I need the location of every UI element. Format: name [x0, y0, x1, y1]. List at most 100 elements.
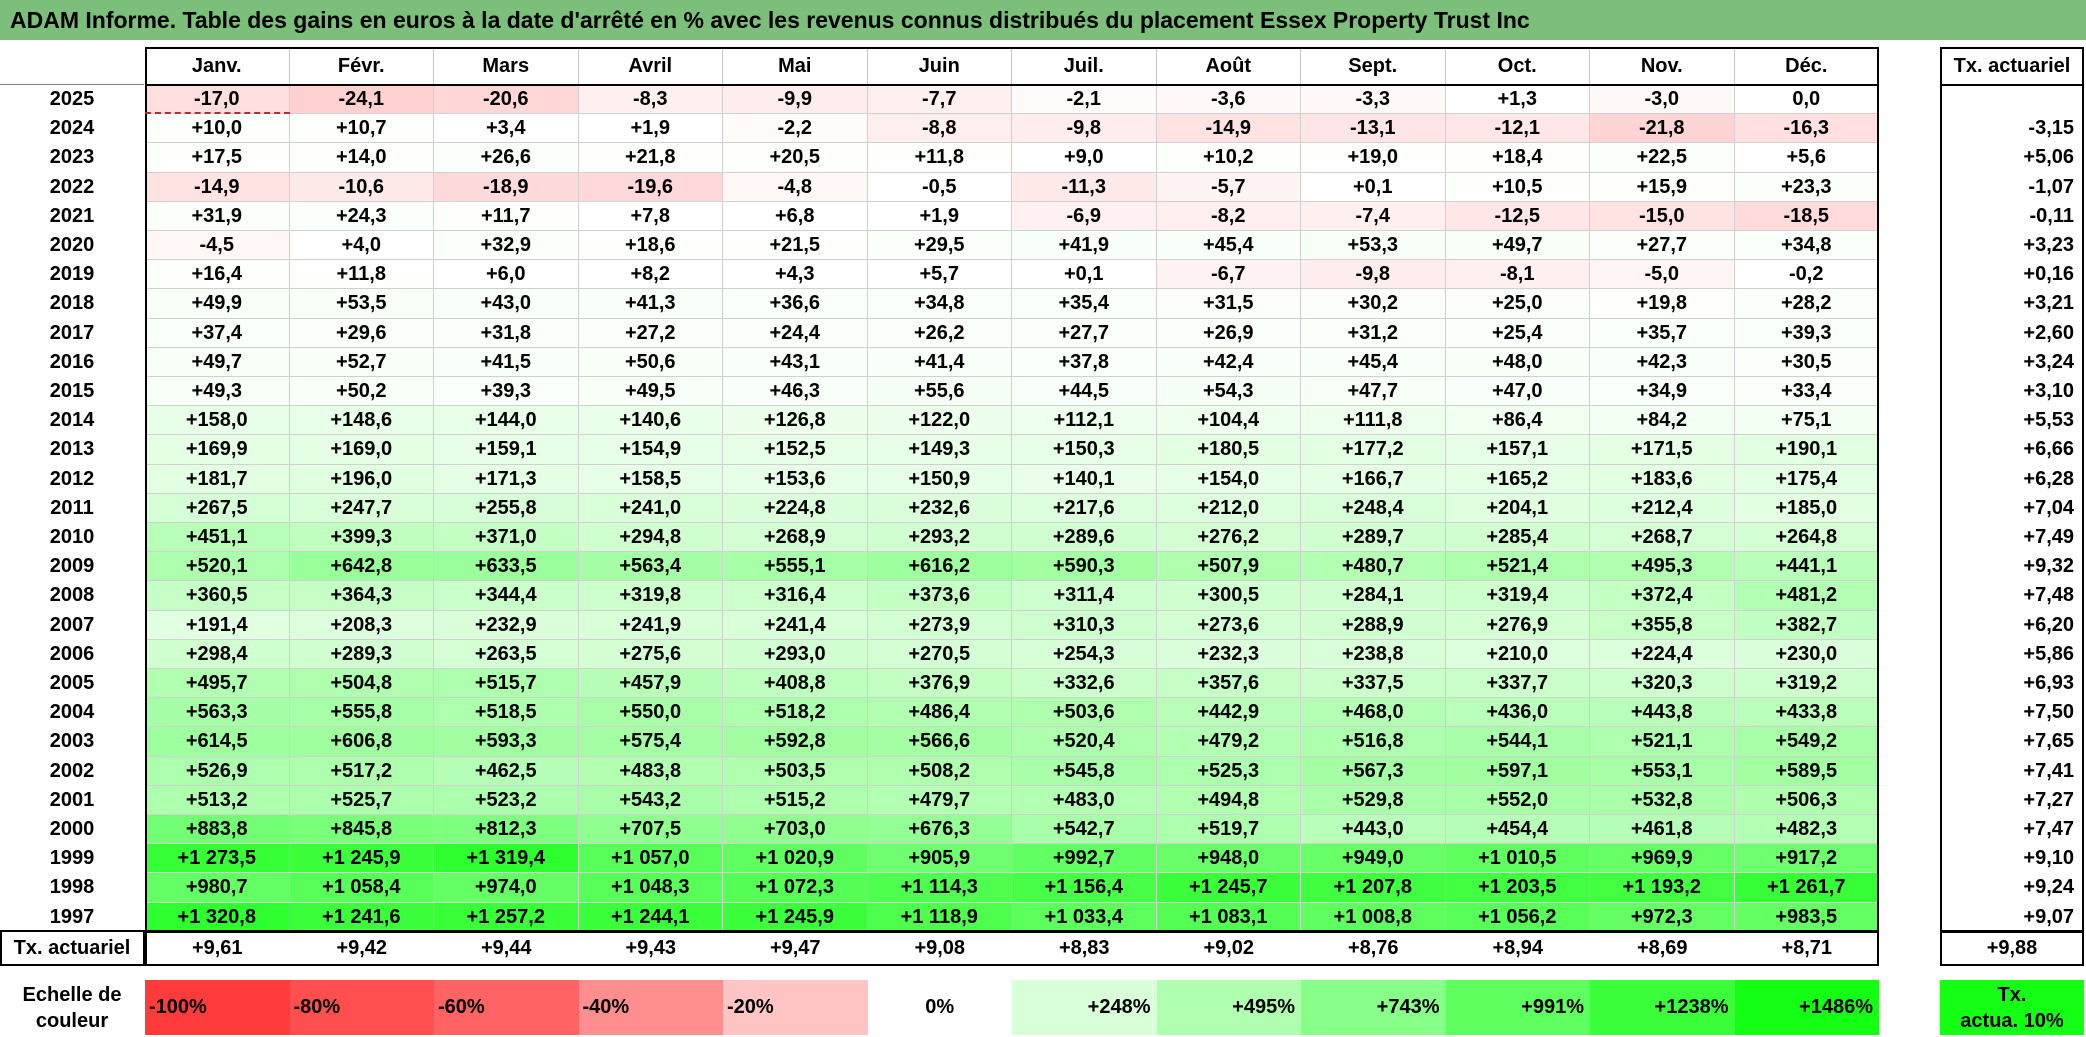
table-cell: +53,5 — [289, 289, 434, 319]
row-year: 1998 — [49, 876, 95, 899]
table-cell: +18,6 — [578, 231, 723, 261]
table-cell: +5,7 — [867, 260, 1012, 290]
table-cell: +35,7 — [1590, 318, 1735, 348]
table-cell: +45,4 — [1156, 231, 1301, 261]
table-cell: +1 114,3 — [867, 873, 1012, 903]
table-cell: +86,4 — [1445, 406, 1590, 436]
table-cell: -3,3 — [1301, 85, 1446, 115]
month-header: Juin — [868, 47, 1012, 85]
table-cell: +468,0 — [1301, 698, 1446, 728]
table-cell: +276,9 — [1445, 610, 1590, 640]
table-cell: +39,3 — [434, 377, 579, 407]
row-year: 2019 — [49, 263, 95, 286]
table-cell: +273,6 — [1156, 610, 1301, 640]
tx-header-divider — [1940, 84, 2084, 86]
footer-value: +8,83 — [1058, 937, 1110, 959]
table-cell: +481,2 — [1734, 581, 1879, 611]
table-cell: +337,7 — [1445, 669, 1590, 699]
table-cell: +703,0 — [723, 815, 868, 845]
row-tx: +7,49 — [2023, 526, 2074, 548]
table-cell: +37,8 — [1012, 347, 1157, 377]
row-tx — [1940, 85, 2084, 114]
table-cell: -7,7 — [867, 85, 1012, 115]
table-cell: +905,9 — [867, 844, 1012, 874]
row-year: 2008 — [49, 584, 95, 607]
table-cell: +177,2 — [1301, 435, 1446, 465]
table-cell: +550,0 — [578, 698, 723, 728]
table-cell: +165,2 — [1445, 464, 1590, 494]
table-cell: +15,9 — [1590, 172, 1735, 202]
table-cell: +969,9 — [1590, 844, 1735, 874]
table-cell: +917,2 — [1734, 844, 1879, 874]
month-header: Mars — [434, 47, 579, 85]
table-cell: +6,0 — [434, 260, 579, 290]
table-cell: +319,2 — [1734, 669, 1879, 699]
table-cell: +1 244,1 — [578, 902, 723, 932]
row-tx: +6,20 — [2023, 613, 2074, 636]
table-cell: +285,4 — [1445, 523, 1590, 553]
table-cell: +158,5 — [578, 464, 723, 494]
table-cell: +948,0 — [1156, 844, 1301, 874]
table-cell: +8,2 — [578, 260, 723, 290]
table-cell: +10,0 — [145, 114, 290, 144]
row-tx: -0,11 — [2029, 204, 2074, 227]
row-tx: +6,66 — [2023, 438, 2074, 461]
footer-total: +9,88 — [1986, 937, 2038, 959]
table-cell: +521,4 — [1445, 552, 1590, 582]
table-cell: +248,4 — [1301, 493, 1446, 523]
table-cell: +47,7 — [1301, 377, 1446, 407]
table-cell: +43,0 — [434, 289, 579, 319]
table-cell: +566,6 — [867, 727, 1012, 757]
legend-swatch: -100% — [145, 980, 290, 1035]
table-cell: +41,5 — [434, 347, 579, 377]
table-cell: +529,8 — [1301, 785, 1446, 815]
table-cell: +545,8 — [1012, 756, 1157, 786]
table-cell: +26,2 — [867, 318, 1012, 348]
table-cell: -9,8 — [1301, 260, 1446, 290]
year-column-top-line — [0, 84, 144, 85]
table-cell: +1 261,7 — [1734, 873, 1879, 903]
table-cell: +483,8 — [578, 756, 723, 786]
row-year: 2002 — [49, 759, 95, 782]
month-header: Déc. — [1735, 47, 1879, 85]
table-cell: +1 193,2 — [1590, 873, 1735, 903]
footer-value: +8,71 — [1781, 937, 1833, 959]
table-cell: +616,2 — [867, 552, 1012, 582]
row-tx: +7,04 — [2023, 496, 2074, 519]
table-cell: +300,5 — [1156, 581, 1301, 611]
table-cell: +39,3 — [1734, 318, 1879, 348]
table-cell: +518,2 — [723, 698, 868, 728]
table-cell: +49,7 — [145, 347, 290, 377]
table-cell: +224,4 — [1590, 639, 1735, 669]
table-cell: +255,8 — [434, 493, 579, 523]
table-cell: +49,9 — [145, 289, 290, 319]
table-cell: +433,8 — [1734, 698, 1879, 728]
table-cell: +23,3 — [1734, 172, 1879, 202]
row-year: 2024 — [49, 117, 95, 140]
table-cell: +50,2 — [289, 377, 434, 407]
table-cell: +1 156,4 — [1012, 873, 1157, 903]
table-cell: +532,8 — [1590, 785, 1735, 815]
table-cell: -9,8 — [1012, 114, 1157, 144]
table-cell: +33,4 — [1734, 377, 1879, 407]
table-cell: +516,8 — [1301, 727, 1446, 757]
table-cell: +553,1 — [1590, 756, 1735, 786]
table-cell: +144,0 — [434, 406, 579, 436]
table-cell: +614,5 — [145, 727, 290, 757]
table-cell: +974,0 — [434, 873, 579, 903]
table-cell: +589,5 — [1734, 756, 1879, 786]
row-year: 2000 — [49, 818, 95, 840]
table-cell: +0,1 — [1012, 260, 1157, 290]
table-cell: +54,3 — [1156, 377, 1301, 407]
table-cell: +520,1 — [145, 552, 290, 582]
row-year: 2025 — [49, 88, 95, 110]
table-cell: +153,6 — [723, 464, 868, 494]
table-cell: +126,8 — [723, 406, 868, 436]
month-header: Juil. — [1012, 47, 1157, 85]
table-cell: +479,2 — [1156, 727, 1301, 757]
table-cell: +217,6 — [1012, 493, 1157, 523]
table-cell: +181,7 — [145, 464, 290, 494]
table-cell: +17,5 — [145, 143, 290, 173]
table-cell: +48,0 — [1445, 347, 1590, 377]
table-cell: +593,3 — [434, 727, 579, 757]
